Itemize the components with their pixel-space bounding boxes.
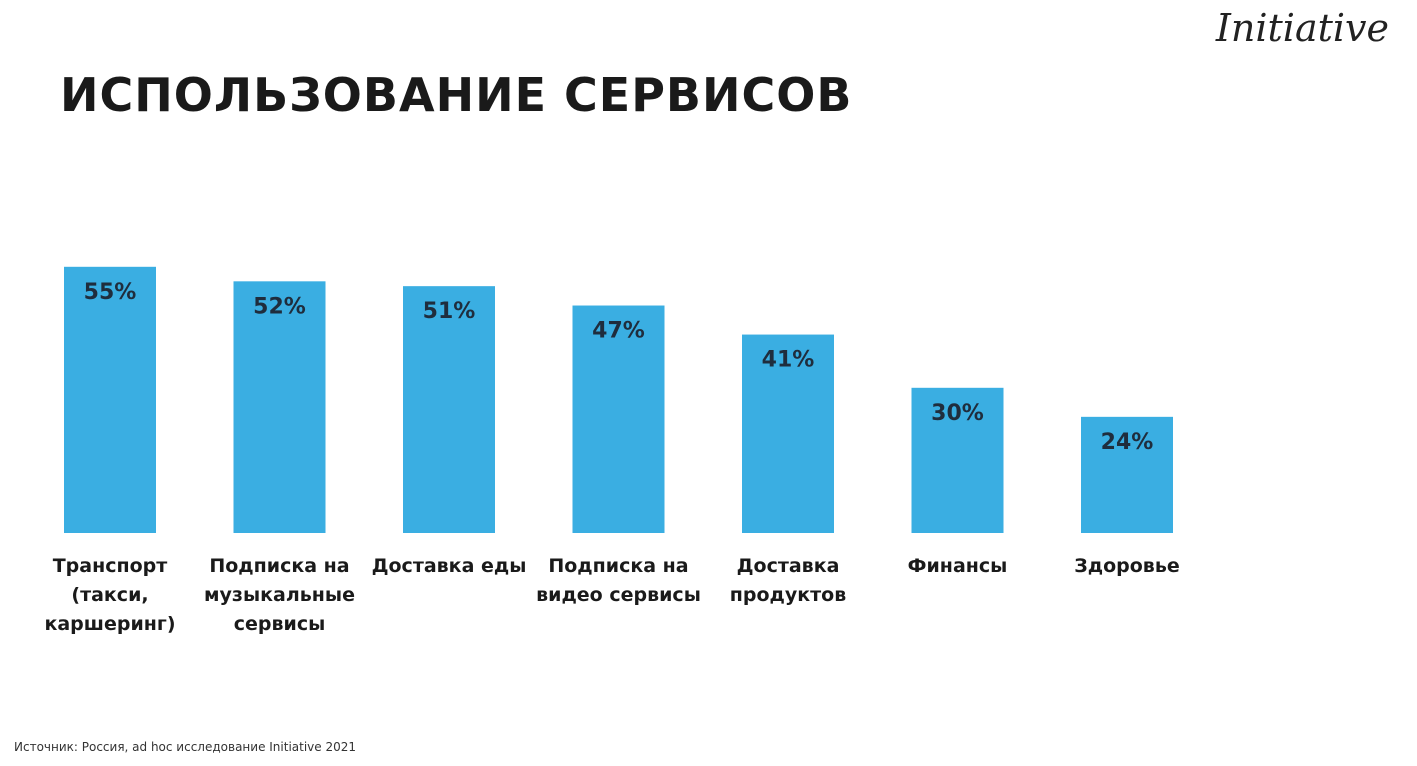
source-note: Источник: Россия, ad hoc исследование In… (14, 740, 357, 754)
logo: Initiative (1215, 6, 1389, 50)
bar (742, 334, 834, 533)
x-tick-label: Подписка на музыкальные сервисы (204, 555, 355, 635)
bar (64, 266, 156, 533)
value-label: 52% (253, 294, 306, 319)
value-label: 41% (762, 348, 815, 373)
bar (1081, 416, 1173, 533)
x-tick-label: Финансы (907, 555, 1008, 577)
x-tick-label: Транспорт (такси, каршеринг) (44, 555, 176, 635)
x-tick-label: Доставка еды (371, 555, 527, 577)
bar (403, 286, 495, 533)
x-tick-label: Подписка на видео сервисы (536, 555, 701, 606)
bar (572, 305, 665, 533)
value-label: 30% (931, 401, 984, 426)
value-label: 24% (1101, 430, 1154, 455)
bar (233, 281, 326, 533)
x-tick-label: Здоровье (1074, 555, 1180, 577)
value-label: 47% (592, 319, 645, 344)
chart-title: ИСПОЛЬЗОВАНИЕ СЕРВИСОВ (60, 68, 853, 122)
bar (911, 387, 1004, 533)
value-label: 51% (423, 299, 476, 324)
x-tick-label: Доставка продуктов (729, 555, 847, 606)
value-label: 55% (84, 280, 137, 305)
